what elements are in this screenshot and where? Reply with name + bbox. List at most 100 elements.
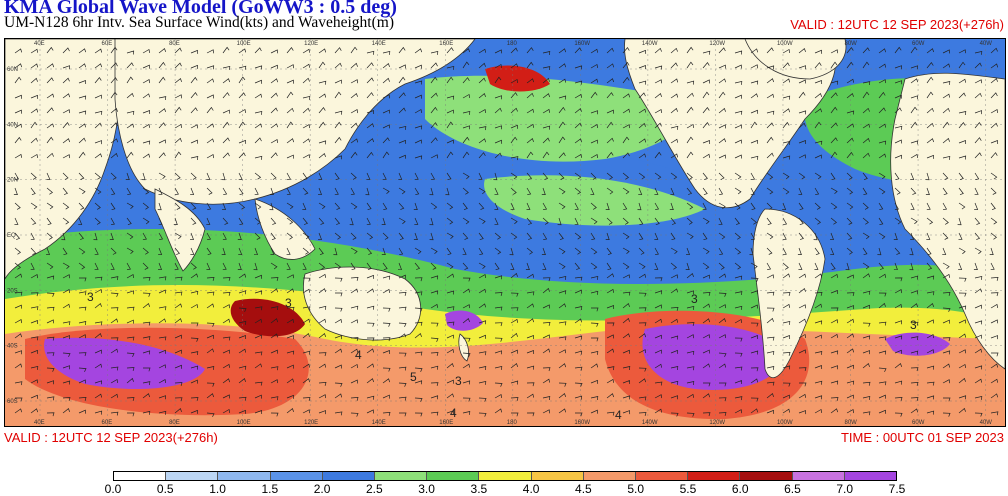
wind-barb — [254, 290, 263, 295]
wind-barb — [990, 152, 998, 159]
wind-barb — [718, 352, 727, 357]
band-indian-ocean-dark — [230, 298, 305, 337]
wind-barb — [622, 410, 631, 415]
wind-barb — [942, 187, 948, 196]
wind-barb — [686, 123, 695, 129]
wind-barb — [542, 93, 551, 99]
wind-barb — [414, 277, 423, 282]
wind-barb — [142, 140, 151, 145]
longitude-tick-label: 100W — [777, 420, 793, 426]
wind-barb — [446, 262, 454, 270]
wind-barb — [270, 262, 278, 270]
wind-barb — [750, 64, 759, 69]
wind-barb — [702, 187, 708, 196]
wind-barb — [46, 63, 55, 69]
wind-barb — [334, 217, 341, 225]
wind-barb — [158, 379, 167, 384]
wind-barb — [718, 217, 723, 226]
colorbar-tick-label: 1.5 — [261, 482, 279, 496]
colorbar-tick-label: 2.5 — [365, 482, 383, 496]
wind-barb — [270, 333, 279, 339]
wind-barb — [814, 140, 823, 145]
wind-barb — [318, 382, 327, 386]
wind-barb — [782, 320, 791, 325]
wind-barb — [526, 318, 535, 324]
wind-barb — [830, 380, 839, 385]
wind-barb — [526, 202, 531, 211]
wind-barb — [206, 412, 215, 418]
wind-barb — [494, 365, 503, 370]
wind-barb — [606, 378, 615, 384]
wind-barb — [558, 106, 566, 114]
wind-barb — [718, 318, 727, 324]
wind-barb — [638, 153, 647, 159]
wind-barb — [654, 122, 662, 129]
wind-barb — [670, 307, 679, 311]
wind-barb — [494, 350, 502, 355]
wind-barb — [734, 262, 742, 270]
wind-barb — [158, 217, 163, 226]
wind-barb — [830, 408, 839, 414]
wind-barb — [109, 232, 114, 240]
wind-barb — [766, 187, 774, 195]
wind-barb — [366, 62, 374, 69]
wind-barb — [718, 273, 727, 279]
wind-barb — [590, 48, 599, 54]
wind-barb — [590, 63, 599, 69]
wind-barb — [110, 292, 119, 297]
wind-barb — [558, 136, 566, 144]
wind-barb — [334, 202, 341, 210]
wind-barb — [334, 382, 343, 387]
wind-barb — [62, 172, 69, 180]
wind-barb — [190, 217, 197, 225]
wind-barb — [127, 412, 135, 417]
wind-barb — [142, 336, 151, 341]
wind-barb — [222, 408, 231, 414]
colorbar-segment — [844, 472, 897, 480]
wind-barb — [158, 108, 167, 114]
wind-barb — [366, 409, 375, 414]
wind-barb — [414, 307, 423, 312]
wind-barb — [14, 76, 22, 84]
wind-barb — [670, 395, 678, 400]
wind-barb — [30, 292, 39, 297]
wind-barb — [910, 350, 919, 355]
wind-barb — [317, 187, 322, 196]
wind-barb — [94, 333, 102, 339]
wind-barb — [14, 172, 20, 181]
wind-barb — [510, 397, 519, 401]
wind-barb — [350, 172, 357, 180]
wind-barb — [462, 411, 471, 415]
wind-barb — [734, 110, 743, 115]
wind-barb — [190, 187, 195, 196]
wind-barb — [558, 336, 567, 341]
wind-barb — [302, 217, 308, 225]
wind-barb — [622, 232, 630, 240]
wind-barb — [382, 322, 391, 327]
wind-barb — [926, 122, 934, 129]
wind-barb — [478, 187, 486, 195]
wind-barb — [654, 79, 663, 84]
wind-barb — [350, 122, 358, 129]
wind-barb — [590, 350, 599, 355]
wind-barb — [734, 154, 743, 159]
wind-barb — [446, 321, 455, 326]
wind-barb — [334, 277, 343, 282]
wind-barb — [366, 247, 373, 255]
wind-barb — [366, 202, 372, 211]
wind-barb — [398, 352, 407, 357]
wind-barb — [430, 303, 439, 309]
wind-barb — [814, 121, 822, 129]
wind-barb — [270, 92, 278, 99]
wind-barb — [942, 202, 948, 211]
wind-barb — [766, 336, 775, 341]
wind-barb — [462, 304, 471, 309]
wind-barb — [78, 247, 86, 255]
wind-barb — [702, 217, 710, 225]
longitude-tick-label: 140W — [642, 41, 658, 47]
wind-barb — [222, 92, 230, 99]
wind-barb — [382, 412, 391, 416]
wind-barb — [94, 140, 102, 145]
wind-barb — [590, 247, 598, 255]
wind-barb — [46, 77, 54, 84]
